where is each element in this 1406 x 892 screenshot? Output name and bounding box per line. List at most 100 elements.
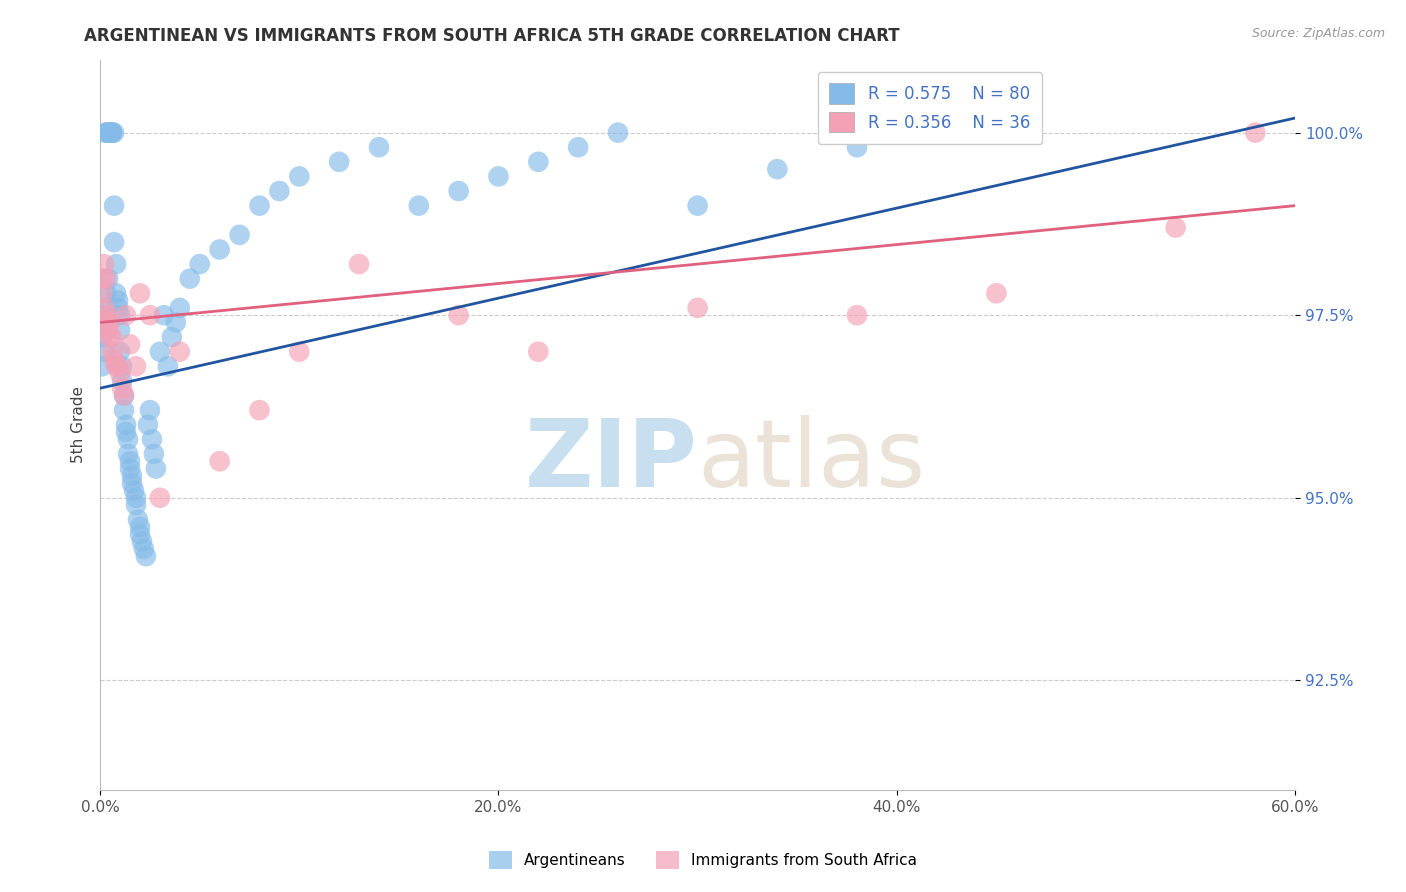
Point [1164,220,1187,235]
Point [188,257,211,271]
Point [986,286,1008,301]
Point [94,316,117,330]
Point [93,316,115,330]
Point [98,330,121,344]
Point [118,461,141,475]
Point [139,308,162,322]
Point [107,301,129,315]
Point [112,388,135,402]
Point [94,126,117,140]
Point [91,330,114,344]
Text: Source: ZipAtlas.com: Source: ZipAtlas.com [1251,27,1385,40]
Point [97,126,120,140]
Point [107,293,129,308]
Point [91,271,114,285]
Point [208,454,231,468]
Point [121,468,143,483]
Point [103,126,125,140]
Point [93,344,115,359]
Point [169,301,191,315]
Point [93,301,115,315]
Point [117,447,139,461]
Point [105,359,128,374]
Legend: R = 0.575    N = 80, R = 0.356    N = 36: R = 0.575 N = 80, R = 0.356 N = 36 [818,71,1042,144]
Point [846,140,869,154]
Point [368,140,391,154]
Point [103,351,125,366]
Point [156,359,179,374]
Point [139,403,162,417]
Point [103,235,125,249]
Point [125,498,148,512]
Point [112,403,135,417]
Point [101,330,124,344]
Point [129,520,152,534]
Point [108,323,131,337]
Point [925,126,948,140]
Point [766,162,789,177]
Point [93,301,115,315]
Point [91,308,114,322]
Point [208,243,231,257]
Point [125,491,148,505]
Point [408,199,430,213]
Point [94,308,117,322]
Point [1244,126,1267,140]
Point [108,367,131,381]
Point [98,316,121,330]
Point [101,126,124,140]
Point [101,344,124,359]
Point [91,359,114,374]
Point [122,483,145,498]
Point [98,126,121,140]
Point [111,359,134,374]
Point [98,126,121,140]
Text: atlas: atlas [697,416,927,508]
Point [347,257,370,271]
Point [97,126,120,140]
Point [132,541,155,556]
Point [249,403,271,417]
Point [169,344,191,359]
Point [527,344,550,359]
Point [98,126,121,140]
Point [125,359,148,374]
Point [149,491,172,505]
Point [112,388,135,402]
Point [228,227,250,242]
Point [115,417,138,432]
Point [97,308,120,322]
Point [567,140,589,154]
Point [269,184,291,198]
Point [141,433,163,447]
Point [846,308,869,322]
Point [129,527,152,541]
Point [108,308,131,322]
Point [91,286,114,301]
Point [686,301,709,315]
Point [135,549,157,563]
Point [108,344,131,359]
Point [328,154,350,169]
Point [94,271,117,285]
Point [105,286,128,301]
Point [97,271,120,285]
Point [115,308,138,322]
Point [288,169,311,184]
Point [107,359,129,374]
Point [142,447,165,461]
Point [111,381,134,395]
Point [145,461,167,475]
Point [111,374,134,388]
Point [93,257,115,271]
Point [101,126,124,140]
Point [249,199,271,213]
Point [101,126,124,140]
Point [136,417,159,432]
Point [118,454,141,468]
Point [127,513,149,527]
Point [105,257,128,271]
Point [288,344,311,359]
Text: ARGENTINEAN VS IMMIGRANTS FROM SOUTH AFRICA 5TH GRADE CORRELATION CHART: ARGENTINEAN VS IMMIGRANTS FROM SOUTH AFR… [84,27,900,45]
Point [103,199,125,213]
